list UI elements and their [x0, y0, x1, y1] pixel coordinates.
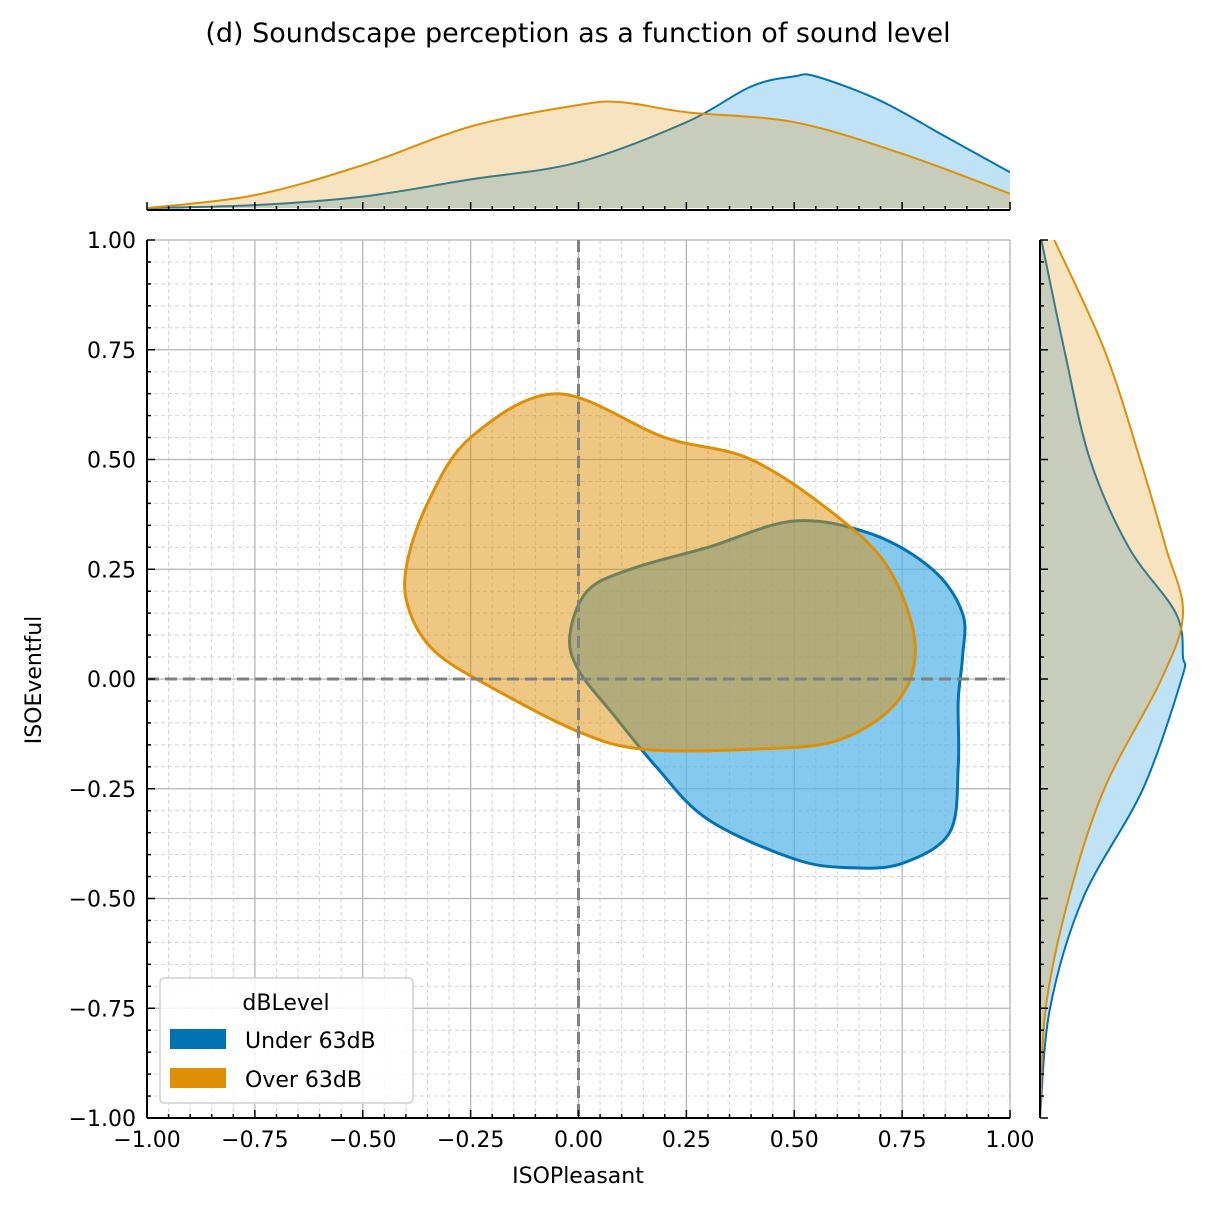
- main-plot: −1.00 −0.75 −0.50 −0.25 0.00 0.25 0.50 0.75 1.00…: [69, 229, 1035, 1153]
- main-ticks: [146, 239, 1011, 1119]
- x-tick-labels: −1.00 −0.75 −0.50 −0.25 0.00 0.25 0.50 0.75 1.00: [113, 1128, 1034, 1153]
- top-density-fill-under-63db: [147, 74, 1010, 208]
- x-tick-label: −0.50: [329, 1128, 396, 1153]
- top-density-line-under-63db: [146, 73, 1011, 209]
- legend-swatch-over-63db: [170, 1068, 226, 1088]
- x-axis-title: ISOPleasant: [512, 1164, 644, 1189]
- y-tick-label: 0.75: [87, 339, 136, 364]
- kde-contours: [403, 392, 967, 870]
- right-density-fill-under-63db: [1040, 240, 1186, 1118]
- right-marginal-ticks: [1040, 239, 1048, 1119]
- legend-label-over-63db: Over 63dB: [245, 1068, 362, 1093]
- top-marginal-densities: [146, 73, 1011, 209]
- x-tick-label: 0.50: [770, 1128, 819, 1153]
- y-tick-labels: −1.00 −0.75 −0.50 −0.25 0.00 0.25 0.50 0.75 1.00: [69, 229, 136, 1132]
- y-tick-label: 1.00: [87, 229, 136, 254]
- y-tick-label: −0.50: [69, 888, 136, 913]
- top-marginal-ticks: [146, 202, 1011, 210]
- y-tick-label: 0.50: [87, 449, 136, 474]
- y-tick-label: −0.25: [69, 778, 136, 803]
- y-tick-label: 0.25: [87, 558, 136, 583]
- right-density-fill-over-63db: [1040, 240, 1184, 1118]
- kde-contour-over-63db: [403, 392, 917, 753]
- x-tick-label: 0.75: [878, 1128, 927, 1153]
- x-tick-label: 1.00: [986, 1128, 1035, 1153]
- chart-title: (d) Soundscape perception as a function …: [205, 18, 950, 49]
- x-tick-label: 0.25: [662, 1128, 711, 1153]
- right-density-line-under-63db: [1039, 239, 1187, 1119]
- legend-title: dBLevel: [242, 991, 329, 1016]
- y-axis-title: ISOEventful: [22, 616, 47, 745]
- right-marginal-densities: [1039, 239, 1187, 1119]
- legend: dBLevel Under 63dB Over 63dB: [159, 977, 414, 1104]
- x-tick-label: −0.25: [437, 1128, 504, 1153]
- x-tick-label: 0.00: [554, 1128, 603, 1153]
- top-marginal-plot: [146, 73, 1011, 211]
- top-density-line-over-63db: [146, 100, 1011, 209]
- top-density-fill-over-63db: [147, 101, 1010, 208]
- legend-label-under-63db: Under 63dB: [245, 1029, 376, 1054]
- x-tick-label: −1.00: [113, 1128, 180, 1153]
- y-tick-label: −1.00: [69, 1107, 136, 1132]
- right-density-line-over-63db: [1039, 239, 1185, 1119]
- legend-swatch-under-63db: [170, 1029, 226, 1049]
- right-marginal-plot: [1039, 239, 1187, 1119]
- x-tick-label: −0.75: [221, 1128, 288, 1153]
- y-tick-label: −0.75: [69, 997, 136, 1022]
- y-tick-label: 0.00: [87, 668, 136, 693]
